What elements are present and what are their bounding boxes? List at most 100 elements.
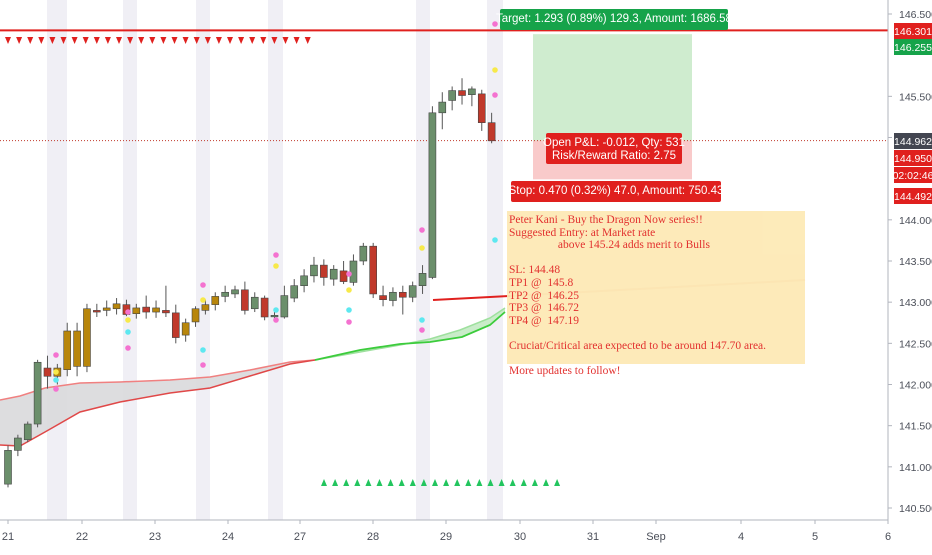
candle-body <box>83 308 91 367</box>
sell-signal-marker <box>171 37 178 44</box>
sell-signal-marker <box>104 37 111 44</box>
sell-signal-marker <box>16 37 23 44</box>
note-line: TP3 @ 146.72 <box>509 302 580 315</box>
time-tick-label: 29 <box>440 531 452 543</box>
target-zone <box>533 34 692 141</box>
indicator-dot <box>125 309 131 315</box>
candle-body <box>339 270 348 282</box>
sell-signal-marker <box>271 37 278 44</box>
price-tick-label: 143.500 <box>899 256 932 268</box>
price-tag-bg <box>894 23 932 39</box>
price-tick-label: 141.000 <box>899 462 932 474</box>
time-tick-label: 27 <box>294 531 306 543</box>
candle-body <box>468 88 476 95</box>
note-line: TP1 @ 145.8 <box>509 276 574 289</box>
candle-body <box>211 296 220 305</box>
candle-body <box>112 303 121 310</box>
indicator-dot <box>273 317 279 323</box>
sell-signal-marker <box>71 37 78 44</box>
candle-body <box>329 268 338 280</box>
price-tag-label: 144.962 <box>894 136 932 148</box>
note-line: TP2 @ 146.25 <box>509 289 580 302</box>
sell-signal-marker <box>127 37 134 44</box>
session-band <box>123 0 137 520</box>
indicator-dot <box>200 362 206 368</box>
candle-body <box>93 310 101 313</box>
sell-signal-marker <box>304 37 311 44</box>
buy-signal-marker <box>454 479 461 486</box>
indicator-dot <box>200 297 206 303</box>
candle-body <box>487 122 496 142</box>
candle-body <box>43 367 52 377</box>
indicator-dot <box>200 282 206 288</box>
indicator-dot <box>125 317 131 323</box>
buy-signal-marker <box>409 479 416 486</box>
candle-body <box>310 264 318 277</box>
sell-signal-marker <box>149 37 156 44</box>
price-tick-label: 142.500 <box>899 338 932 350</box>
candles <box>4 78 496 488</box>
candle-body <box>438 101 447 114</box>
candle-body <box>300 275 308 287</box>
buy-signal-marker <box>531 479 538 486</box>
time-tick-label: 31 <box>587 531 599 543</box>
stop-label-bg <box>511 181 721 202</box>
target-label-bg <box>500 9 728 30</box>
candle-body <box>359 245 368 262</box>
time-axis: 21 22 23 24 27 28 29 30 31 Sep 4 5 6 <box>0 519 891 543</box>
indicator-dot <box>492 92 498 98</box>
session-band <box>487 0 503 520</box>
sell-signal-marker <box>116 37 122 44</box>
indicator-dot <box>346 271 352 277</box>
session-band <box>268 0 283 520</box>
candle-body <box>171 312 180 338</box>
price-tag-bg <box>894 150 932 166</box>
candle-body <box>23 423 32 440</box>
candle-body <box>250 296 259 310</box>
ma-upper-line-bull <box>314 307 506 361</box>
price-tick-label: 145.500 <box>899 91 932 103</box>
candle-body <box>102 307 111 311</box>
candle-body <box>389 291 397 301</box>
buy-signal-marker <box>354 479 361 486</box>
candle-body <box>152 307 160 313</box>
indicator-dot <box>53 369 59 375</box>
sell-signal-marker <box>82 37 89 44</box>
indicator-dot <box>125 329 131 335</box>
note-gap <box>509 327 803 340</box>
indicator-dot <box>346 307 352 313</box>
ma-upper-line <box>0 359 316 401</box>
indicator-dot <box>273 252 279 258</box>
buy-signal-marker <box>509 479 516 486</box>
sell-signal-marker <box>27 37 34 44</box>
analysis-note[interactable]: Peter Kani - Buy the Dragon Now series!!… <box>507 211 805 377</box>
ma-lower-line-bull <box>314 311 506 361</box>
indicator-dot <box>419 317 425 323</box>
candle-body <box>369 245 377 295</box>
time-tick-label: 6 <box>885 531 891 543</box>
indicator-dot <box>346 287 352 293</box>
indicator-dot <box>346 319 352 325</box>
price-tick-label: 144.000 <box>899 215 932 227</box>
candle-body <box>477 93 486 123</box>
indicator-dots <box>53 21 498 392</box>
candle-body <box>221 291 229 297</box>
sell-signal-marker <box>38 37 45 44</box>
indicator-dot <box>419 245 425 251</box>
buy-signal-marker <box>543 479 549 486</box>
buy-signal-marker <box>343 479 350 486</box>
indicator-dot <box>53 377 59 383</box>
note-line: TP4 @ 147.19 <box>509 314 580 327</box>
price-tag-label: 146.255 <box>894 42 932 54</box>
sell-signal-marker <box>215 37 222 44</box>
sell-signal-marker <box>182 37 189 44</box>
buy-signal-marker <box>520 479 527 486</box>
buy-signal-marker <box>465 479 472 486</box>
candle-body <box>349 260 358 283</box>
note-line: Suggested Entry: at Market rate <box>509 226 656 239</box>
candle-body <box>142 306 150 313</box>
price-tag-bg <box>894 167 932 183</box>
candle-body <box>280 295 289 318</box>
